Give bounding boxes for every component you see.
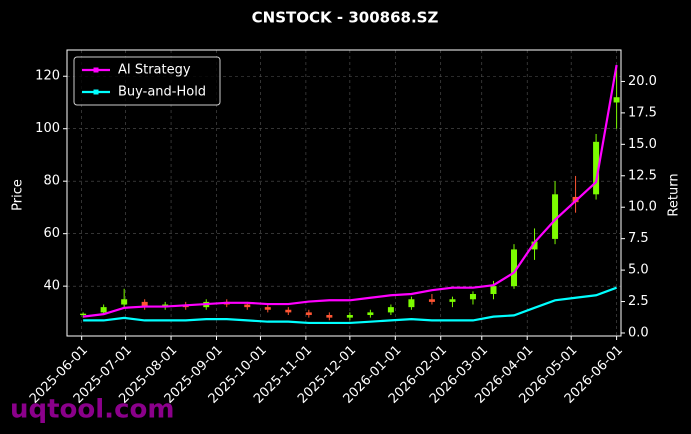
candle-body [428, 299, 435, 302]
y2-tick-label: 2.5 [628, 294, 649, 309]
candle-body [100, 307, 107, 313]
y2-tick-label: 17.5 [628, 105, 657, 120]
plot-frame [66, 49, 622, 337]
y2-tick-label: 12.5 [628, 168, 657, 183]
candle-body [326, 315, 333, 318]
legend-marker [93, 89, 99, 95]
candle-body [244, 304, 251, 308]
series-line [82, 64, 618, 318]
candle-body [121, 299, 128, 305]
candle-body [80, 313, 87, 316]
candle-body [346, 315, 353, 318]
y2-tick-label: 0.0 [628, 325, 649, 340]
legend-label: AI Strategy [118, 63, 191, 78]
y2-tick-label: 7.5 [628, 231, 649, 246]
watermark: uqtool.com [10, 395, 174, 425]
series-line [83, 286, 617, 325]
y2-axis-label: Return [667, 173, 682, 216]
candle-body [305, 312, 312, 316]
y-axis-label: Price [11, 179, 26, 211]
y2-tick-label: 20.0 [628, 74, 657, 89]
candle-body [285, 309, 292, 313]
legend-label: Buy-and-Hold [118, 85, 206, 100]
candle-body [408, 299, 415, 308]
candle-body [449, 299, 456, 302]
y2-tick-label: 5.0 [628, 263, 649, 278]
candle-body [469, 294, 476, 300]
candle-body [367, 312, 374, 316]
y-tick-label: 100 [35, 121, 60, 136]
candle-body [387, 307, 394, 313]
candle-body [264, 307, 271, 310]
candle-body [490, 286, 497, 295]
candle-body [613, 97, 620, 103]
candle-body [511, 249, 518, 287]
candle-body [552, 194, 559, 239]
y-tick-label: 60 [43, 226, 60, 241]
legend-box [73, 56, 221, 106]
y2-tick-label: 15.0 [628, 137, 657, 152]
y2-tick-label: 10.0 [628, 200, 657, 215]
y-tick-label: 80 [43, 174, 60, 189]
y-tick-label: 40 [43, 279, 60, 294]
candle-body [593, 141, 600, 195]
chart-title: CNSTOCK - 300868.SZ [252, 9, 439, 27]
candle-body [141, 301, 148, 308]
legend-marker [93, 67, 99, 73]
candle-body [531, 241, 538, 250]
y-tick-label: 120 [35, 69, 60, 84]
